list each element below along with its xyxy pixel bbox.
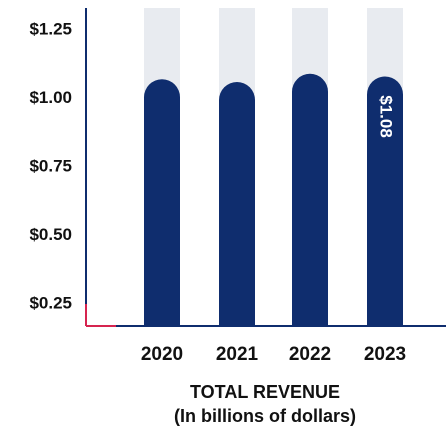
bar [292,73,328,326]
bar [144,79,180,326]
x-tick-label: 2021 [216,344,259,365]
x-tick-label: 2023 [364,344,406,365]
value-label: $1.08 [377,95,396,138]
chart-title: TOTAL REVENUE [190,382,340,402]
chart-subtitle: (In billions of dollars) [174,406,356,426]
bar [219,82,255,326]
y-tick-label: $1.00 [29,88,72,107]
x-tick-label: 2022 [289,344,331,365]
bar [367,76,403,326]
y-tick-label: $1.25 [29,19,72,38]
y-tick-label: $0.50 [29,225,72,244]
y-tick-label: $0.25 [29,294,72,313]
x-tick-label: 2020 [141,344,183,365]
y-tick-label: $0.75 [29,156,72,175]
